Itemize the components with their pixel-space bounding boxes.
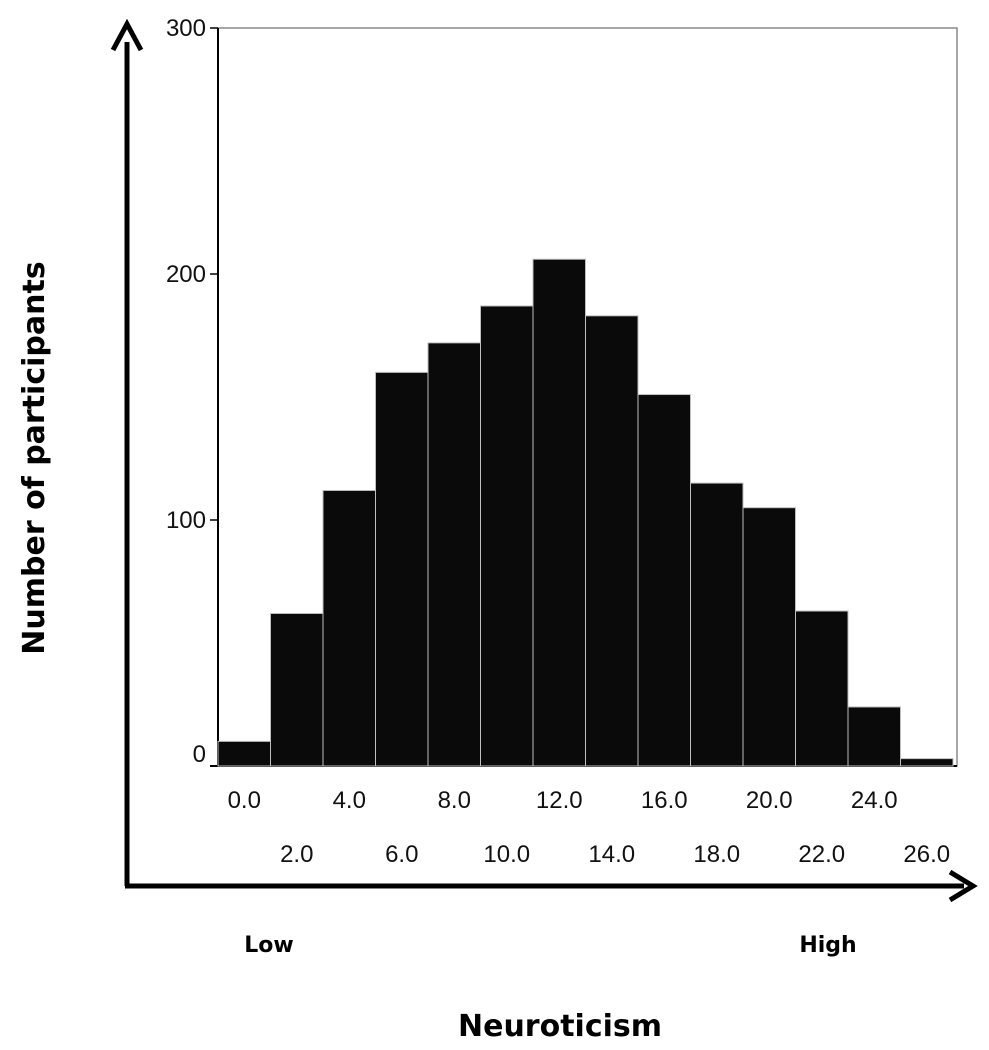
x-tick-label: 2.0: [280, 841, 313, 868]
x-tick-label: 10.0: [483, 841, 530, 868]
histogram-bar: [847, 706, 901, 767]
histogram-bar: [690, 482, 744, 767]
x-tick-group: 0.02.04.06.08.010.012.014.016.018.020.02…: [228, 787, 951, 868]
x-high-label: High: [799, 933, 856, 958]
y-axis-arrowhead: [110, 18, 144, 52]
x-tick-label: 12.0: [536, 787, 583, 814]
y-axis-title: Number of participants: [17, 261, 52, 654]
x-tick-label: 4.0: [333, 787, 366, 814]
y-tick-label: 200: [166, 261, 206, 288]
y-tick-label: 300: [166, 15, 206, 42]
histogram-bar: [322, 489, 376, 767]
histogram-bar: [795, 610, 849, 767]
histogram-bar: [900, 758, 954, 767]
histogram-bar: [427, 342, 481, 767]
x-low-label: Low: [244, 933, 293, 958]
histogram-bar: [480, 305, 534, 767]
histogram-bar: [637, 394, 691, 767]
x-tick-label: 26.0: [903, 841, 950, 868]
histogram-bar: [375, 371, 429, 767]
histogram-bar: [217, 740, 271, 767]
y-tick-label: 100: [166, 507, 206, 534]
histogram-bar: [532, 258, 586, 767]
x-tick-label: 20.0: [746, 787, 793, 814]
x-tick-label: 0.0: [228, 787, 261, 814]
x-tick-label: 8.0: [438, 787, 471, 814]
x-tick-label: 14.0: [588, 841, 635, 868]
histogram-bar: [585, 315, 639, 767]
y-tick-group: 0 100 200 300: [166, 15, 218, 768]
x-tick-label: 24.0: [851, 787, 898, 814]
x-tick-label: 22.0: [798, 841, 845, 868]
y-tick-label: 0: [193, 741, 206, 768]
x-axis-title: Neuroticism: [458, 1009, 662, 1044]
histogram-bar: [742, 507, 796, 767]
x-tick-label: 6.0: [385, 841, 418, 868]
x-axis-arrowhead: [948, 869, 978, 903]
histogram-bar: [270, 612, 324, 767]
bar-group: [217, 258, 954, 767]
x-tick-label: 16.0: [641, 787, 688, 814]
x-tick-label: 18.0: [693, 841, 740, 868]
